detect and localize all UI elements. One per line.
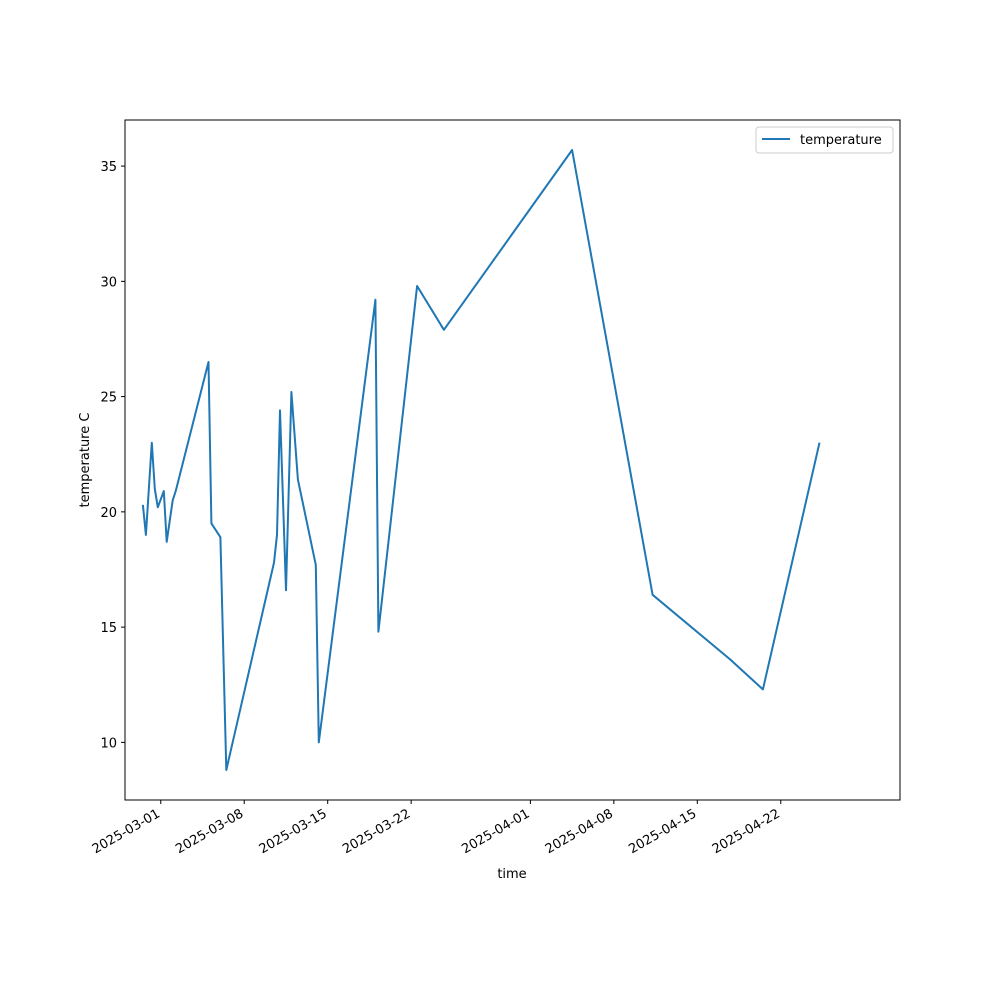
y-tick-label: 30 [100, 275, 117, 290]
legend: temperature [755, 126, 894, 154]
axes-frame [124, 119, 901, 801]
y-tick-label: 15 [100, 621, 117, 636]
y-tick-label: 35 [100, 160, 117, 175]
plot-area [141, 149, 821, 771]
y-axis-label: temperature C [78, 413, 93, 508]
y-tick-label: 10 [100, 736, 117, 751]
legend-box [755, 126, 894, 154]
legend-label-temperature: temperature [800, 133, 882, 148]
series-line-temperature [141, 149, 821, 771]
x-axis-label: time [497, 867, 526, 882]
y-tick-label: 20 [100, 506, 117, 521]
y-tick-label: 25 [100, 391, 117, 406]
